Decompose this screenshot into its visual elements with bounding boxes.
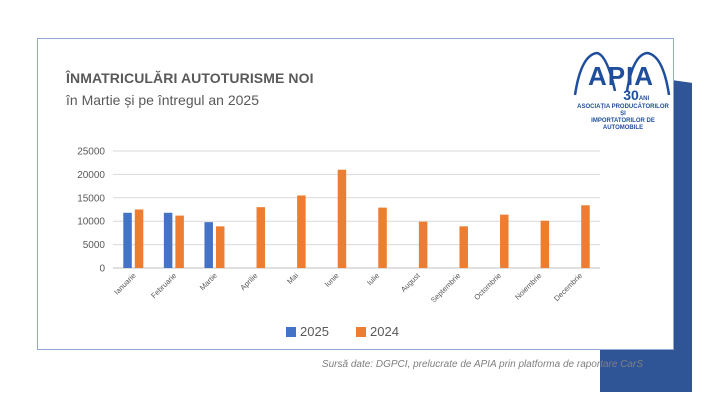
- bar-2024-noiembrie: [540, 220, 550, 268]
- logo-tagline-line2: IMPORTATORILOR DE AUTOMOBILE: [591, 118, 655, 131]
- legend-swatch-2024: [356, 327, 366, 337]
- apia-logo: APIA 30 ANI ASOCIAȚIA PRODUCĂTORILOR ȘI …: [571, 47, 671, 131]
- bar-2025-ianuarie: [123, 212, 132, 268]
- x-tick-label: Ianuarie: [112, 271, 138, 297]
- bar-chart: 0 5000 10000 15000 20000 25000 Ianuarie Februar…: [77, 147, 600, 339]
- x-tick-label: Februarie: [149, 271, 178, 300]
- legend-label-2024: 2024: [370, 324, 399, 339]
- x-tick-label: Iunie: [323, 271, 341, 289]
- logo-years-text: 30: [623, 87, 639, 103]
- chart-subtitle: în Martie și pe întregul an 2025: [66, 92, 260, 108]
- logo-years-suffix-text: ANI: [639, 96, 650, 102]
- chart-title: ÎNMATRICULĂRI AUTOTURISME NOI: [66, 70, 314, 86]
- apia-logo-mark: APIA 30 ANI: [573, 51, 671, 103]
- chart-card: ÎNMATRICULĂRI AUTOTURISME NOI în Martie …: [37, 38, 674, 350]
- x-tick-label: Mai: [285, 271, 300, 286]
- bar-2025-martie: [204, 222, 213, 268]
- x-tick-label: Martie: [198, 271, 219, 292]
- bar-2024-iulie: [378, 207, 387, 268]
- y-tick-label: 25000: [77, 147, 105, 158]
- bar-2024-februarie: [175, 215, 184, 268]
- bar-2024-mai: [297, 195, 306, 268]
- x-tick-label: Noiembrie: [513, 271, 544, 302]
- logo-brand-text: APIA: [588, 61, 654, 91]
- logo-tagline-line1: ASOCIAȚIA PRODUCĂTORILOR ȘI: [577, 104, 669, 117]
- bar-2024-august: [418, 221, 428, 268]
- bar-2024-septembrie: [459, 226, 468, 268]
- bar-2025-februarie: [163, 212, 173, 268]
- y-tick-label: 20000: [77, 170, 105, 181]
- bar-2024-aprilie: [256, 207, 266, 268]
- y-tick-label: 15000: [77, 193, 105, 204]
- x-tick-label: Aprilie: [238, 271, 259, 292]
- bar-2024-decembrie: [581, 205, 590, 268]
- logo-tagline: ASOCIAȚIA PRODUCĂTORILOR ȘI IMPORTATORIL…: [575, 104, 671, 132]
- x-tick-label: Decembrie: [552, 271, 584, 303]
- x-tick-label: August: [399, 270, 423, 294]
- y-tick-label: 10000: [77, 217, 105, 228]
- bar-2024-iunie: [337, 169, 347, 268]
- x-tick-label: Iulie: [365, 271, 381, 287]
- bar-2024-octombrie: [500, 214, 509, 268]
- legend-label-2025: 2025: [300, 324, 329, 339]
- x-tick-label: Septembrie: [429, 271, 462, 304]
- source-note: Sursă date: DGPCI, prelucrate de APIA pr…: [321, 359, 643, 370]
- legend-swatch-2025: [286, 327, 296, 337]
- y-tick-label: 0: [99, 264, 105, 275]
- x-tick-label: Octombrie: [472, 271, 503, 302]
- y-tick-label: 5000: [83, 240, 106, 251]
- bar-2024-martie: [215, 226, 225, 268]
- bar-2024-ianuarie: [134, 209, 144, 268]
